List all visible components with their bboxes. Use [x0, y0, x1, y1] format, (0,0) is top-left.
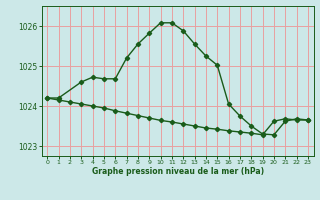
X-axis label: Graphe pression niveau de la mer (hPa): Graphe pression niveau de la mer (hPa)	[92, 167, 264, 176]
